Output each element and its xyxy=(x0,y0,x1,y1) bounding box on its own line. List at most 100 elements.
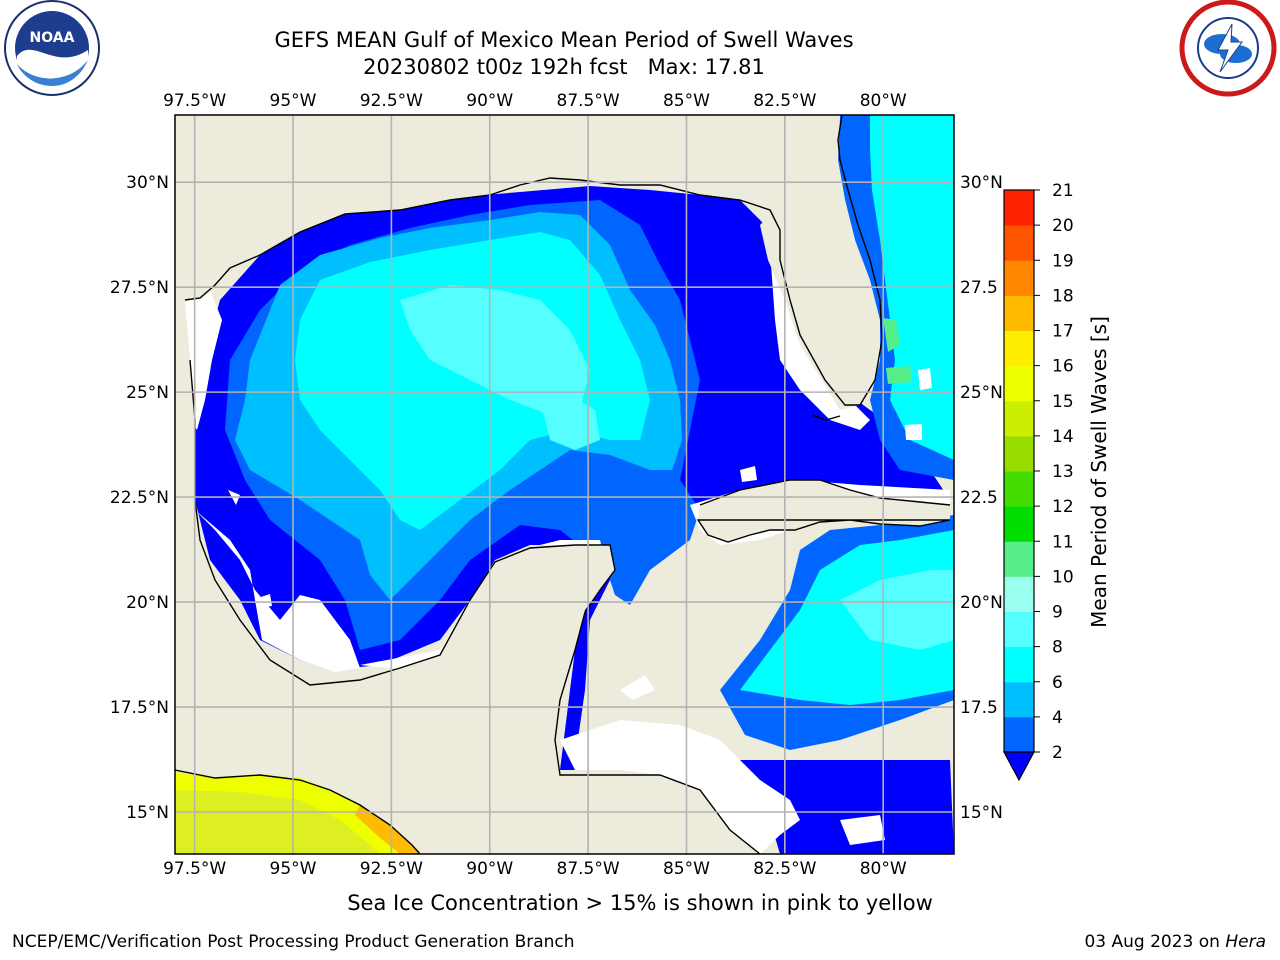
lat-label-left: 22.5°N xyxy=(110,488,169,508)
colorbar-tick-label: 20 xyxy=(1052,216,1074,236)
nodata-patch-5 xyxy=(740,466,757,482)
lat-label-left: 17.5°N xyxy=(110,698,169,718)
map-frame xyxy=(174,114,955,855)
colorbar-tick-label: 16 xyxy=(1052,357,1074,377)
land-mexico-west xyxy=(175,300,760,854)
colorbar-segment xyxy=(1004,471,1034,507)
lon-label-top: 82.5°W xyxy=(753,91,816,111)
land-cuba xyxy=(698,480,950,542)
colorbar-tick-label: 15 xyxy=(1052,392,1074,412)
nodata-patch-7 xyxy=(905,424,922,440)
lon-label-bottom: 87.5°W xyxy=(557,859,620,879)
lon-label-top: 92.5°W xyxy=(360,91,423,111)
nodata-southwest xyxy=(195,510,360,672)
colorbar-tick-label: 18 xyxy=(1052,286,1074,306)
colorbar-under-extension xyxy=(1002,751,1036,782)
colorbar-tick-label: 14 xyxy=(1052,427,1074,447)
noaa-logo-text: NOAA xyxy=(30,30,75,46)
lon-label-top: 87.5°W xyxy=(557,91,620,111)
lat-label-right: 27.5 xyxy=(960,278,998,298)
atlantic-green-2 xyxy=(886,366,912,384)
lon-label-top: 97.5°W xyxy=(163,91,226,111)
colorbar-segment xyxy=(1004,295,1034,331)
colorbar-tick-label: 9 xyxy=(1052,603,1063,623)
colorbar-tick-label: 19 xyxy=(1052,251,1074,271)
colorbar-tick-label: 2 xyxy=(1052,743,1063,763)
carib-light xyxy=(840,570,954,650)
colorbar-tick-label: 17 xyxy=(1052,322,1074,342)
colorbar-segment xyxy=(1004,260,1034,296)
gridlines xyxy=(175,115,954,854)
colorbar-segment xyxy=(1004,225,1034,261)
lat-label-left: 25°N xyxy=(126,383,169,403)
nodata-yucatan-east xyxy=(560,720,800,854)
colorbar-tick-label: 11 xyxy=(1052,532,1074,552)
gulf-light-patch xyxy=(400,285,590,415)
nodata-patch-4 xyxy=(258,594,272,608)
lat-label-right: 15°N xyxy=(960,803,1003,823)
lat-label-left: 15°N xyxy=(126,803,169,823)
footer-date-text: 03 Aug 2023 on xyxy=(1084,932,1226,952)
colorbar-segment xyxy=(1004,716,1034,753)
nodata-patch-1 xyxy=(620,675,655,700)
nodata-patch-2 xyxy=(840,815,885,845)
lat-label-right: 22.5 xyxy=(960,488,998,508)
nodata-patch-6 xyxy=(918,368,932,390)
colorbar-segment xyxy=(1004,190,1034,226)
coastlines xyxy=(175,115,951,854)
lon-label-bottom: 90°W xyxy=(466,859,513,879)
footer-credit: NCEP/EMC/Verification Post Processing Pr… xyxy=(12,932,575,952)
colorbar-segment xyxy=(1004,681,1034,718)
lon-label-bottom: 85°W xyxy=(663,859,710,879)
lon-label-top: 80°W xyxy=(860,91,907,111)
colorbar: 2 4 6 8 9 10 11 12 13 14 15 16 17 18 19 20 21 xyxy=(1002,181,1074,782)
colorbar-tick-label: 8 xyxy=(1052,638,1063,658)
colorbar-tick-label: 10 xyxy=(1052,567,1074,587)
footer-host: Hera xyxy=(1225,932,1266,952)
lat-label-left: 30°N xyxy=(126,173,169,193)
lat-label-right: 17.5 xyxy=(960,698,998,718)
lat-label-left: 27.5°N xyxy=(110,278,169,298)
lon-label-bottom: 80°W xyxy=(860,859,907,879)
lon-label-bottom: 92.5°W xyxy=(360,859,423,879)
lat-label-right: 20°N xyxy=(960,593,1003,613)
caption: Sea Ice Concentration > 15% is shown in … xyxy=(347,891,933,915)
colorbar-segment xyxy=(1004,435,1034,472)
lon-label-bottom: 97.5°W xyxy=(163,859,226,879)
lat-label-right: 30°N xyxy=(960,173,1003,193)
colorbar-segment xyxy=(1004,506,1034,542)
colorbar-segment xyxy=(1004,400,1034,437)
colorbar-tick-label: 12 xyxy=(1052,497,1074,517)
colorbar-segment xyxy=(1004,541,1034,577)
lat-label-left: 20°N xyxy=(126,593,169,613)
pacific-ice-yellow-2 xyxy=(175,790,380,854)
lon-label-top: 90°W xyxy=(466,91,513,111)
nodata-florida xyxy=(770,250,870,430)
colorbar-tick-label: 13 xyxy=(1052,462,1074,482)
gulf-light-patch-2 xyxy=(540,395,600,450)
colorbar-segment xyxy=(1004,330,1034,367)
land-north-gulf xyxy=(175,115,840,300)
colorbar-label: Mean Period of Swell Waves [s] xyxy=(1087,316,1111,628)
land-florida xyxy=(760,160,880,410)
pacific-ice-orange xyxy=(355,805,420,854)
atlantic-green xyxy=(883,318,900,352)
lon-label-bottom: 82.5°W xyxy=(753,859,816,879)
colorbar-segment xyxy=(1004,365,1034,402)
colorbar-segment xyxy=(1004,646,1034,683)
nws-logo xyxy=(1179,0,1277,97)
colorbar-segment xyxy=(1004,576,1034,612)
chart-title: GEFS MEAN Gulf of Mexico Mean Period of … xyxy=(274,28,854,52)
lat-label-right: 25°N xyxy=(960,383,1003,403)
lon-label-bottom: 95°W xyxy=(270,859,317,879)
lon-label-top: 85°W xyxy=(663,91,710,111)
carib-cyan xyxy=(740,530,954,705)
colorbar-tick-label: 21 xyxy=(1052,181,1074,201)
colorbar-tick-label: 6 xyxy=(1052,673,1063,693)
noaa-logo: NOAA xyxy=(4,0,100,96)
colorbar-segment xyxy=(1004,611,1034,648)
footer-date: 03 Aug 2023 on Hera xyxy=(1084,932,1266,952)
chart-subtitle: 20230802 t00z 192h fcst Max: 17.81 xyxy=(363,55,765,79)
lon-label-top: 95°W xyxy=(270,91,317,111)
